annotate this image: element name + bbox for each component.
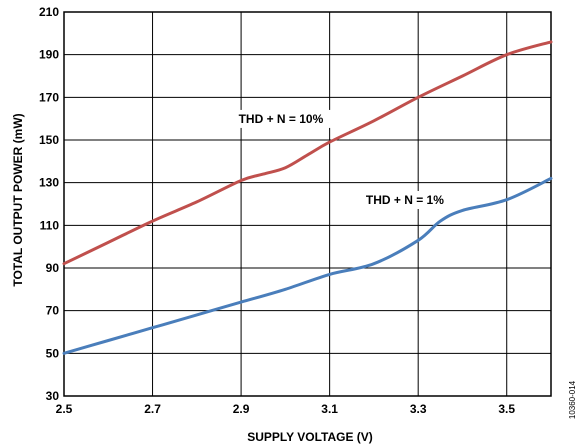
annotation-background	[348, 191, 461, 209]
y-tick-label: 90	[46, 261, 60, 275]
y-tick-label: 110	[40, 218, 60, 232]
y-tick-label: 70	[46, 304, 60, 318]
y-tick-label: 50	[46, 346, 60, 360]
x-tick-label: 3.3	[410, 402, 427, 416]
annotations: THD + N = 10% THD + N = 1%	[224, 109, 461, 209]
x-axis-title: SUPPLY VOLTAGE (V)	[247, 430, 373, 444]
x-tick-label: 2.9	[233, 402, 250, 416]
y-axis-title: TOTAL OUTPUT POWER (mW)	[11, 113, 25, 286]
series-line-thd-10	[62, 40, 553, 266]
y-tick-label: 210	[39, 5, 59, 19]
figure-id: 10360-014	[568, 380, 577, 419]
x-tick-label: 2.7	[144, 402, 161, 416]
series-lines	[62, 40, 553, 355]
y-tick-labels: 30 50 70 90 110 130 150 170 190 210	[39, 5, 59, 403]
y-tick-label: 130	[39, 176, 59, 190]
plot-frame	[63, 11, 552, 397]
y-tick-label: 30	[46, 389, 60, 403]
x-tick-label: 2.5	[56, 402, 73, 416]
y-tick-label: 170	[39, 90, 59, 104]
y-tick-label: 150	[39, 133, 59, 147]
x-tick-label: 3.1	[321, 402, 338, 416]
x-tick-labels: 2.5 2.7 2.9 3.1 3.3 3.5	[56, 402, 516, 416]
series-annotation: THD + N = 1%	[366, 193, 444, 207]
series-annotation: THD + N = 10%	[239, 112, 324, 126]
series-line-thd-1	[62, 176, 553, 355]
y-tick-label: 190	[39, 48, 59, 62]
annotation-background	[224, 109, 337, 128]
x-tick-label: 3.5	[498, 402, 515, 416]
